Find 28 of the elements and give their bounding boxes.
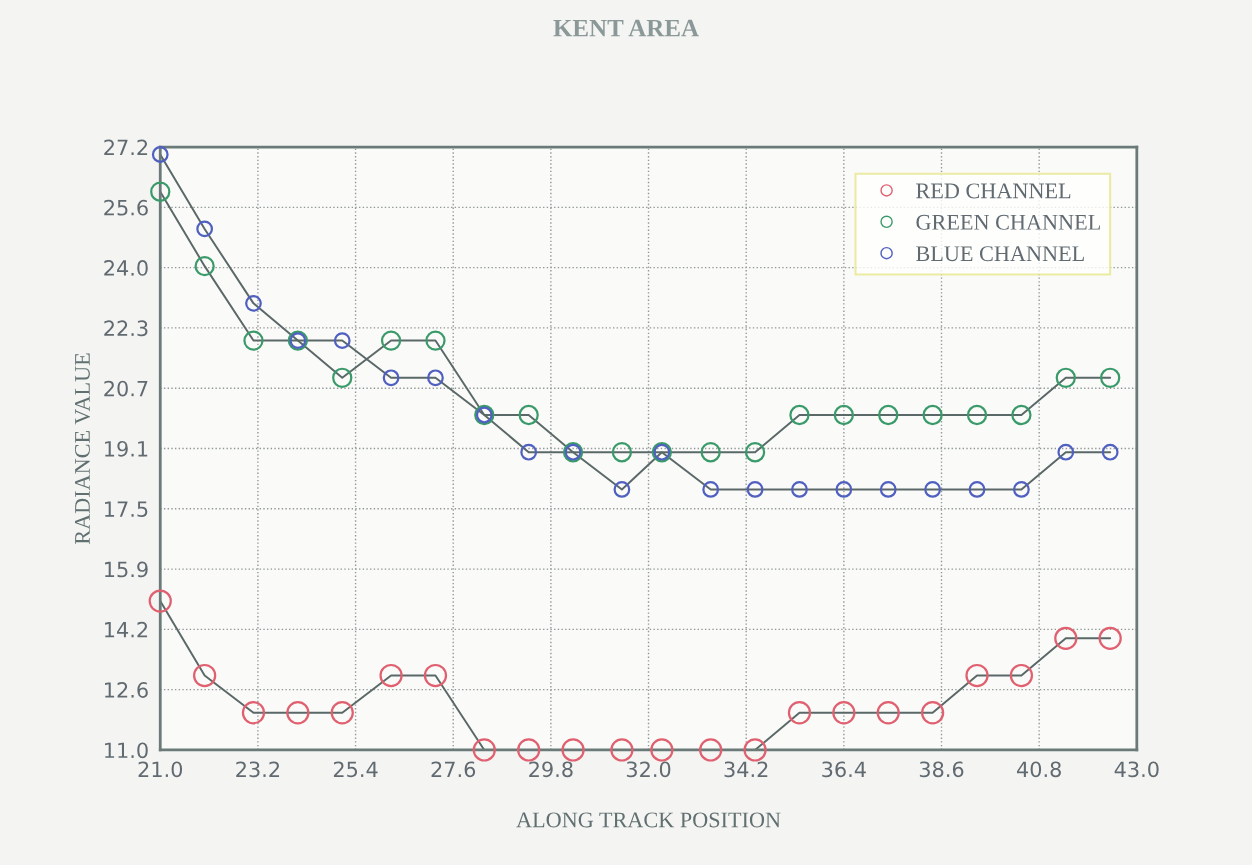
x-tick-label: 40.8 bbox=[1016, 761, 1061, 778]
x-axis-title: ALONG TRACK POSITION bbox=[516, 812, 781, 828]
y-tick-label: 12.6 bbox=[105, 682, 148, 698]
x-tick-label: 36.4 bbox=[822, 761, 866, 778]
y-tick-label: 25.6 bbox=[104, 199, 148, 216]
legend-label: BLUE CHANNEL bbox=[916, 246, 1084, 262]
x-tick-label: 27.6 bbox=[431, 761, 476, 778]
y-tick-label: 20.7 bbox=[104, 380, 148, 397]
y-tick-label: 11.0 bbox=[105, 742, 148, 759]
y-tick-label: 14.2 bbox=[105, 621, 148, 638]
x-tick-label: 29.8 bbox=[529, 761, 573, 778]
x-tick-label: 32.0 bbox=[626, 761, 671, 778]
legend-label: GREEN CHANNEL bbox=[916, 214, 1100, 230]
x-tick-label: 43.0 bbox=[1114, 761, 1159, 778]
x-tick-label: 23.2 bbox=[236, 761, 280, 778]
chart-title: KENT AREA bbox=[553, 19, 699, 37]
y-tick-label: 24.0 bbox=[104, 260, 148, 276]
y-tick-label: 17.5 bbox=[105, 501, 148, 517]
y-tick-label: 22.3 bbox=[104, 320, 148, 337]
legend-label: RED CHANNEL bbox=[916, 183, 1071, 199]
y-tick-label: 27.2 bbox=[104, 139, 148, 155]
y-tick-label: 19.1 bbox=[105, 440, 148, 457]
x-tick-label: 21.0 bbox=[138, 761, 183, 778]
x-tick-label: 25.4 bbox=[333, 761, 378, 778]
x-tick-label: 34.2 bbox=[724, 761, 768, 778]
x-tick-label: 38.6 bbox=[919, 761, 964, 778]
y-tick-label: 15.9 bbox=[105, 561, 148, 578]
y-axis-title: RADIANCE VALUE bbox=[74, 353, 91, 545]
